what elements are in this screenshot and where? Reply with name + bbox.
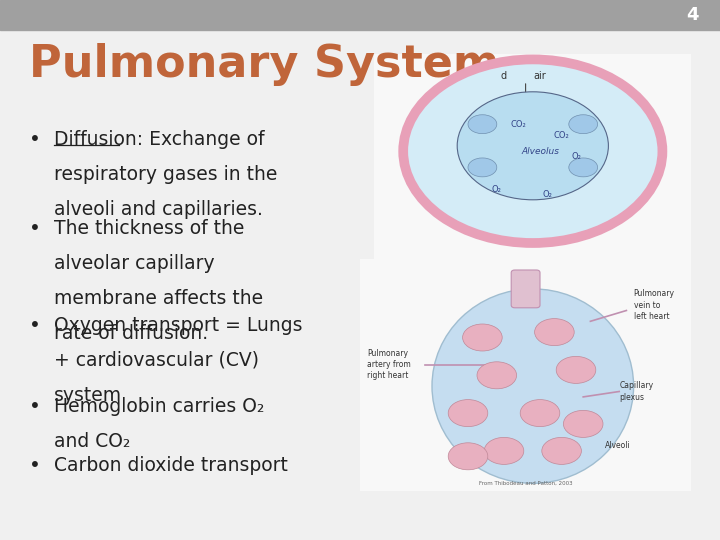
Ellipse shape	[563, 410, 603, 437]
Ellipse shape	[534, 319, 575, 346]
Text: Carbon dioxide transport: Carbon dioxide transport	[54, 456, 288, 475]
Text: system: system	[54, 386, 122, 405]
Text: + cardiovascular (CV): + cardiovascular (CV)	[54, 351, 259, 370]
Ellipse shape	[468, 158, 497, 177]
Text: CO₂: CO₂	[554, 131, 570, 139]
Bar	[360, 259, 691, 491]
Ellipse shape	[462, 324, 503, 351]
Text: air: air	[534, 71, 546, 80]
Ellipse shape	[468, 115, 497, 133]
Ellipse shape	[542, 437, 582, 464]
Text: Pulmonary System: Pulmonary System	[29, 43, 499, 86]
Text: Pulmonary
artery from
right heart: Pulmonary artery from right heart	[367, 349, 411, 380]
Text: rate of diffusion.: rate of diffusion.	[54, 324, 208, 343]
Bar	[0, 0, 720, 30]
Text: Alveoli: Alveoli	[605, 441, 631, 450]
Text: O₂: O₂	[571, 152, 581, 161]
Ellipse shape	[569, 158, 598, 177]
Text: 4: 4	[686, 6, 698, 24]
Text: Alveolus: Alveolus	[521, 147, 559, 156]
Text: •: •	[29, 130, 40, 148]
Text: d: d	[501, 71, 507, 80]
Text: •: •	[29, 397, 40, 416]
Text: alveoli and capillaries.: alveoli and capillaries.	[54, 200, 263, 219]
Bar	[374, 54, 691, 259]
Text: CO₂: CO₂	[510, 120, 526, 129]
Text: Oxygen transport = Lungs: Oxygen transport = Lungs	[54, 316, 302, 335]
Ellipse shape	[569, 115, 598, 133]
Text: The thickness of the: The thickness of the	[54, 219, 244, 238]
Text: membrane affects the: membrane affects the	[54, 289, 263, 308]
Text: •: •	[29, 219, 40, 238]
Ellipse shape	[477, 362, 516, 389]
Ellipse shape	[557, 356, 596, 383]
Text: alveolar capillary: alveolar capillary	[54, 254, 215, 273]
Text: and CO₂: and CO₂	[54, 432, 130, 451]
Text: Capillary
plexus: Capillary plexus	[619, 381, 653, 402]
Text: •: •	[29, 316, 40, 335]
Ellipse shape	[403, 59, 662, 243]
Ellipse shape	[448, 443, 488, 470]
Ellipse shape	[521, 400, 560, 427]
Text: •: •	[29, 456, 40, 475]
FancyBboxPatch shape	[511, 270, 540, 308]
Text: From Thibodeau and Patton, 2003: From Thibodeau and Patton, 2003	[479, 481, 572, 486]
Ellipse shape	[448, 400, 488, 427]
Text: O₂: O₂	[542, 190, 552, 199]
Text: Hemoglobin carries O₂: Hemoglobin carries O₂	[54, 397, 264, 416]
Text: respiratory gases in the: respiratory gases in the	[54, 165, 277, 184]
Ellipse shape	[484, 437, 523, 464]
Text: O₂: O₂	[492, 185, 502, 193]
Ellipse shape	[457, 92, 608, 200]
Ellipse shape	[432, 289, 634, 483]
Text: Diffusion: Exchange of: Diffusion: Exchange of	[54, 130, 264, 148]
Text: Pulmonary
vein to
left heart: Pulmonary vein to left heart	[634, 289, 675, 321]
